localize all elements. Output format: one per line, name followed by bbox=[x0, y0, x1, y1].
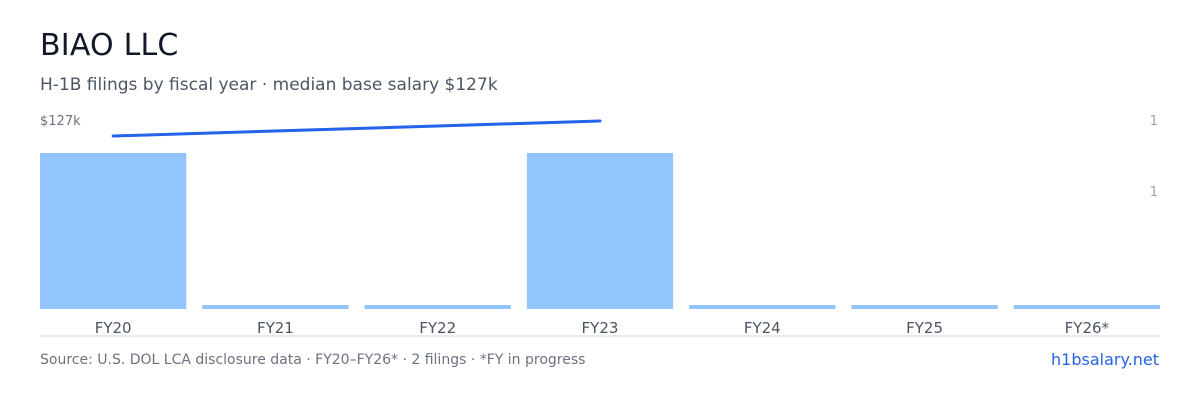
chart-subtitle: H-1B filings by fiscal year · median bas… bbox=[40, 75, 498, 95]
bar bbox=[40, 153, 187, 309]
bar bbox=[689, 305, 836, 309]
bar bbox=[851, 305, 998, 309]
x-tick-label: FY21 bbox=[257, 319, 294, 337]
x-tick-label: FY24 bbox=[744, 319, 781, 337]
site-link[interactable]: h1bsalary.net bbox=[1051, 350, 1159, 369]
right-axis-tick: 1 bbox=[1150, 185, 1158, 200]
right-axis-tick: 1 bbox=[1150, 114, 1158, 129]
x-tick-label: FY25 bbox=[906, 319, 943, 337]
x-tick-label: FY22 bbox=[419, 319, 456, 337]
bar bbox=[1013, 305, 1160, 309]
x-tick-label: FY26* bbox=[1065, 319, 1110, 337]
bar bbox=[364, 305, 511, 309]
bar bbox=[526, 153, 674, 309]
x-tick-label: FY23 bbox=[582, 319, 619, 337]
left-axis-label: $127k bbox=[40, 114, 81, 129]
x-tick-label: FY20 bbox=[95, 319, 132, 337]
bar bbox=[202, 305, 349, 309]
salary-line bbox=[111, 119, 602, 138]
source-note: Source: U.S. DOL LCA disclosure data · F… bbox=[40, 352, 586, 368]
chart-title: BIAO LLC bbox=[40, 28, 179, 63]
